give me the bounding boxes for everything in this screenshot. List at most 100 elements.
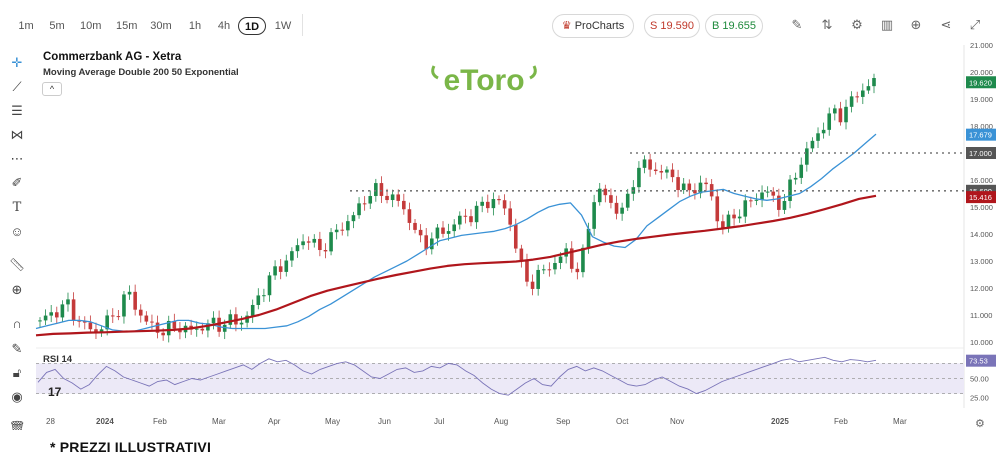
candle-body — [721, 221, 725, 228]
x-tick-label: Jul — [434, 417, 444, 426]
trendline-icon[interactable]: ⟋ — [12, 79, 22, 94]
sell-button[interactable]: S 19.590 — [644, 14, 700, 38]
y-tick-label: 16.000 — [970, 176, 993, 185]
settings-icon[interactable]: ⚙ — [851, 17, 863, 32]
candle-body — [122, 294, 126, 317]
candle-body — [172, 320, 177, 329]
candle-body — [474, 205, 479, 223]
instrument-title: Commerzbank AG - Xetra — [43, 51, 182, 63]
brush-icon[interactable]: ✐ — [11, 175, 23, 190]
ruler-icon[interactable]: 📏︎ — [8, 257, 26, 272]
rsi-line — [37, 356, 877, 396]
candle-body — [138, 309, 143, 316]
text-icon[interactable]: T — [12, 200, 22, 215]
candle-body — [849, 96, 854, 107]
rsi-label: RSI 14 — [43, 354, 73, 365]
x-tick-label: Aug — [494, 417, 508, 426]
timeframe-30m[interactable]: 30m — [150, 20, 172, 32]
level-tag-label: 17.000 — [969, 149, 992, 158]
y-tick-label: 12.000 — [970, 284, 993, 293]
rsi-tick-label: 50.00 — [970, 375, 989, 384]
candle-body — [754, 199, 759, 201]
candle-body — [105, 315, 109, 330]
candle-body — [49, 312, 53, 316]
timeframe-1D[interactable]: 1D — [238, 17, 266, 35]
trash-icon[interactable]: 🗑︎ — [8, 420, 26, 430]
candle-body — [648, 159, 652, 170]
bar-chart-icon[interactable]: ▥ — [880, 17, 894, 32]
candle-body — [161, 332, 165, 336]
candle-body — [256, 295, 261, 305]
candle-body — [340, 229, 345, 231]
procharts-button[interactable]: ♛ ProCharts — [552, 14, 634, 38]
axis-settings-icon[interactable]: ⚙ — [975, 417, 985, 430]
candle-body — [228, 314, 233, 325]
collapse-legend-button[interactable]: ^ — [42, 82, 62, 96]
x-tick-label: Mar — [212, 417, 226, 426]
price-chart[interactable]: 21.000 20.000 19.000 18.000 17.000 16.000 15.0… — [0, 0, 1000, 432]
candle-body — [278, 266, 283, 272]
timeframe-5m[interactable]: 5m — [49, 20, 65, 32]
eye-icon[interactable]: ◉ — [11, 389, 23, 404]
candle-body — [743, 200, 748, 217]
candle-body — [396, 194, 401, 201]
y-tick-label: 11.000 — [970, 311, 992, 320]
candle-body — [698, 182, 703, 194]
candle-body — [77, 320, 81, 322]
lock-icon[interactable]: 🔓︎ — [12, 365, 22, 380]
compare-icon[interactable]: ⇅ — [821, 17, 833, 32]
candle-body — [541, 269, 546, 271]
timeframe-10m[interactable]: 10m — [80, 20, 102, 32]
candle-body — [844, 106, 848, 123]
x-tick-label: Feb — [834, 417, 848, 426]
candle-body — [614, 202, 619, 214]
share-icon[interactable]: ⋖ — [940, 17, 952, 32]
emoji-icon[interactable]: ☺ — [10, 224, 24, 239]
candle-body — [206, 323, 210, 331]
level-tag — [966, 147, 996, 159]
y-tick-label: 18.000 — [970, 122, 993, 131]
candle-body — [323, 250, 328, 252]
zoom-icon[interactable]: ⊕ — [11, 282, 23, 297]
x-tick-label: Nov — [670, 417, 684, 426]
magnet-icon[interactable]: ∩ — [12, 316, 22, 331]
candle-body — [379, 183, 384, 196]
timeframe-1m[interactable]: 1m — [18, 20, 34, 32]
candle-body — [525, 260, 529, 282]
rsi-tick-label: 25.00 — [970, 393, 989, 402]
ma50-tag — [966, 128, 996, 141]
ma200-tag — [966, 191, 996, 204]
timeframe-4h[interactable]: 4h — [217, 20, 231, 32]
pencil-icon[interactable]: ✎ — [791, 17, 803, 32]
lock-drawing-icon[interactable]: ✎ — [11, 341, 23, 356]
candle-body — [642, 159, 647, 168]
buy-button[interactable]: B 19.655 — [705, 14, 763, 38]
candle-body — [306, 241, 311, 243]
candle-body — [334, 229, 339, 233]
x-tick-label: 2024 — [96, 417, 114, 426]
x-tick-label: 28 — [46, 417, 55, 426]
forecast-icon[interactable]: ⋯ — [10, 151, 24, 166]
pattern-icon[interactable]: ⋈ — [10, 127, 24, 142]
add-indicator-icon[interactable]: ⊕ — [910, 17, 922, 32]
logo-text: eToro — [443, 64, 524, 96]
y-tick-label: 15.000 — [970, 203, 993, 212]
timeframe-15m[interactable]: 15m — [116, 20, 138, 32]
fullscreen-icon[interactable]: ⤢ — [969, 17, 981, 32]
candle-body — [575, 268, 580, 273]
candle-body — [810, 140, 815, 149]
candle-body — [788, 179, 792, 201]
candle-body — [782, 200, 787, 210]
crosshair-icon[interactable]: ✛ — [11, 55, 23, 70]
candle-body — [99, 329, 104, 332]
candle-body — [653, 169, 658, 172]
ma50-tag-label: 17.679 — [969, 131, 992, 140]
candle-body — [777, 195, 781, 210]
fib-icon[interactable]: ☰ — [11, 103, 23, 118]
candle-body — [66, 299, 70, 305]
timeframe-1h[interactable]: 1h — [188, 20, 202, 32]
procharts-label: ProCharts — [574, 20, 625, 32]
top-toolbar: 1m 5m 10m 15m 30m 1h 4h 1D 1W ♛ ProCharts S 19.5… — [0, 0, 1000, 48]
timeframe-1W[interactable]: 1W — [274, 20, 292, 32]
candle-body — [732, 214, 736, 219]
